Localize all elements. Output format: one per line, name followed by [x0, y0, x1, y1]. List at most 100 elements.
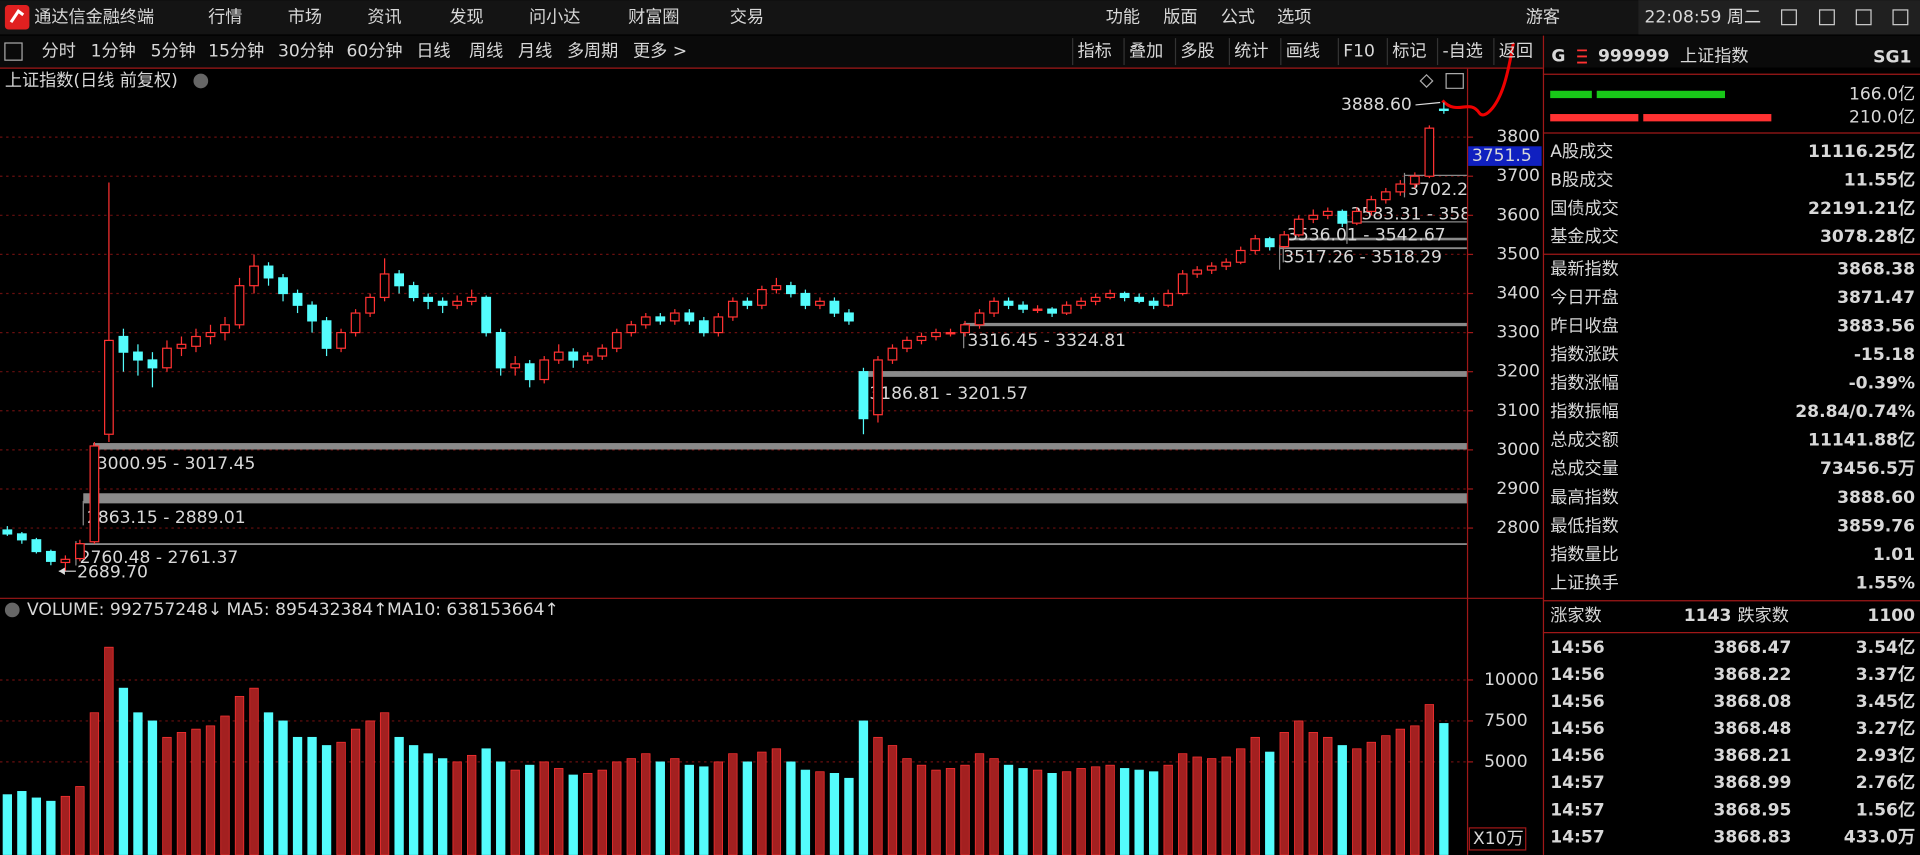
chart-title: 上证指数(日线 前复权) — [5, 71, 178, 91]
candle-body — [1047, 308, 1057, 314]
gap-band — [1279, 247, 1467, 250]
period-tab[interactable]: 更多 > — [633, 42, 687, 62]
candle-body — [1192, 269, 1203, 275]
chart-tool[interactable]: 指标 — [1078, 42, 1112, 62]
menu-item[interactable]: 财富圈 — [628, 7, 679, 27]
candle-body — [1177, 273, 1188, 295]
volume-bar — [554, 768, 564, 855]
volume-bar — [1395, 728, 1405, 855]
user[interactable]: 游客 — [1526, 7, 1560, 27]
volume-bar — [1003, 764, 1014, 855]
y-tick-label: 3800 — [1496, 127, 1540, 147]
volume-bar — [1134, 769, 1144, 855]
menu-item[interactable]: 发现 — [449, 7, 483, 27]
stat-label: A股成交 — [1550, 142, 1613, 162]
volume-bar — [786, 761, 796, 855]
candle-body — [162, 347, 172, 369]
volume-bar — [1265, 751, 1275, 855]
volume-bar — [945, 768, 956, 855]
menu-item[interactable]: 资讯 — [367, 7, 401, 27]
menu-tool[interactable]: 版面 — [1163, 7, 1197, 27]
volume-bar — [321, 745, 332, 855]
tick-price: 3868.48 — [1713, 719, 1791, 739]
volume-bar — [205, 725, 216, 855]
volume-bar — [1323, 736, 1333, 855]
breadth-label: 涨家数 — [1550, 606, 1601, 626]
volume-bar — [408, 745, 419, 855]
candle-body — [176, 343, 187, 349]
volume-bar — [1163, 764, 1173, 855]
volume-bar — [655, 761, 665, 855]
volume-bar — [960, 764, 970, 855]
candle-body — [786, 285, 796, 295]
candle-body — [1235, 249, 1246, 263]
candle-body — [582, 355, 593, 361]
chart-tool[interactable]: 叠加 — [1129, 42, 1163, 62]
chart-tool[interactable]: 画线 — [1286, 42, 1320, 62]
title-dropdown[interactable] — [193, 73, 209, 89]
chart-tool[interactable]: 标记 — [1392, 42, 1426, 62]
period-tab[interactable]: 5分钟 — [151, 42, 196, 62]
y-tick-label: 3700 — [1496, 166, 1540, 186]
candle-body — [249, 265, 259, 287]
unit-box — [1468, 827, 1527, 851]
period-tab[interactable]: 周线 — [469, 42, 503, 62]
candle-body — [887, 347, 898, 361]
candle-body — [1322, 210, 1333, 216]
window-button[interactable] — [1781, 9, 1797, 26]
volume-bar — [916, 764, 927, 855]
chart-tool[interactable]: -自选 — [1442, 42, 1482, 62]
volume-bar — [771, 748, 782, 855]
chart-tool[interactable]: F10 — [1343, 42, 1375, 62]
gap-band — [83, 493, 1467, 504]
volume-bar — [844, 777, 854, 855]
chart-tool[interactable]: 返回 — [1499, 42, 1533, 62]
candle-body — [974, 312, 985, 326]
candle-body — [1380, 191, 1391, 201]
volume-bar — [1032, 769, 1043, 855]
window-button[interactable] — [1855, 9, 1872, 26]
candle-body — [1221, 261, 1232, 267]
chart-tool[interactable]: 统计 — [1234, 42, 1268, 62]
volume-bar — [525, 764, 535, 855]
menu-item[interactable]: 行情 — [208, 7, 242, 27]
app-title: 通达信金融终端 — [34, 7, 154, 27]
candle-body — [510, 363, 521, 369]
volume-bar — [481, 748, 491, 855]
chart-tool[interactable]: 多股 — [1180, 42, 1214, 62]
volume-bar — [1236, 748, 1246, 855]
period-tab[interactable]: 多周期 — [567, 42, 618, 62]
volume-bar — [496, 761, 506, 855]
volume-bar — [670, 758, 680, 855]
window-button[interactable] — [1892, 9, 1909, 26]
period-tab[interactable]: 60分钟 — [347, 42, 403, 62]
menu-tool[interactable]: 公式 — [1221, 7, 1255, 27]
candle-body — [960, 324, 970, 334]
stat-value: -15.18 — [1854, 345, 1915, 365]
menu-item[interactable]: 市场 — [288, 7, 322, 27]
period-tab[interactable]: 日线 — [416, 42, 450, 62]
window-button[interactable] — [1818, 9, 1835, 26]
menu-item[interactable]: 交易 — [730, 7, 764, 27]
period-tab[interactable]: 15分钟 — [208, 42, 264, 62]
candle-body — [336, 331, 346, 349]
candle-body — [916, 335, 927, 342]
menu-tool[interactable]: 选项 — [1277, 7, 1311, 27]
volume-bar — [1207, 758, 1217, 855]
volume-bar — [89, 712, 100, 855]
period-tab[interactable]: 分时 — [42, 42, 76, 62]
period-tab[interactable]: 1分钟 — [91, 42, 136, 62]
tick-volume: 2.76亿 — [1856, 772, 1915, 793]
period-tab[interactable]: 30分钟 — [278, 42, 334, 62]
candle-body — [611, 331, 622, 349]
y-tick-label: 7500 — [1484, 711, 1528, 731]
tick-time: 14:56 — [1550, 692, 1605, 712]
period-tab[interactable]: 月线 — [518, 42, 552, 62]
menu-item[interactable]: 问小达 — [529, 7, 580, 27]
volume-bar — [438, 758, 448, 855]
tick-time: 14:57 — [1550, 800, 1605, 820]
volume-dropdown[interactable] — [4, 602, 20, 618]
menu-tool[interactable]: 功能 — [1106, 7, 1140, 27]
tick-price: 3868.22 — [1713, 665, 1791, 685]
candle-body — [742, 300, 753, 306]
